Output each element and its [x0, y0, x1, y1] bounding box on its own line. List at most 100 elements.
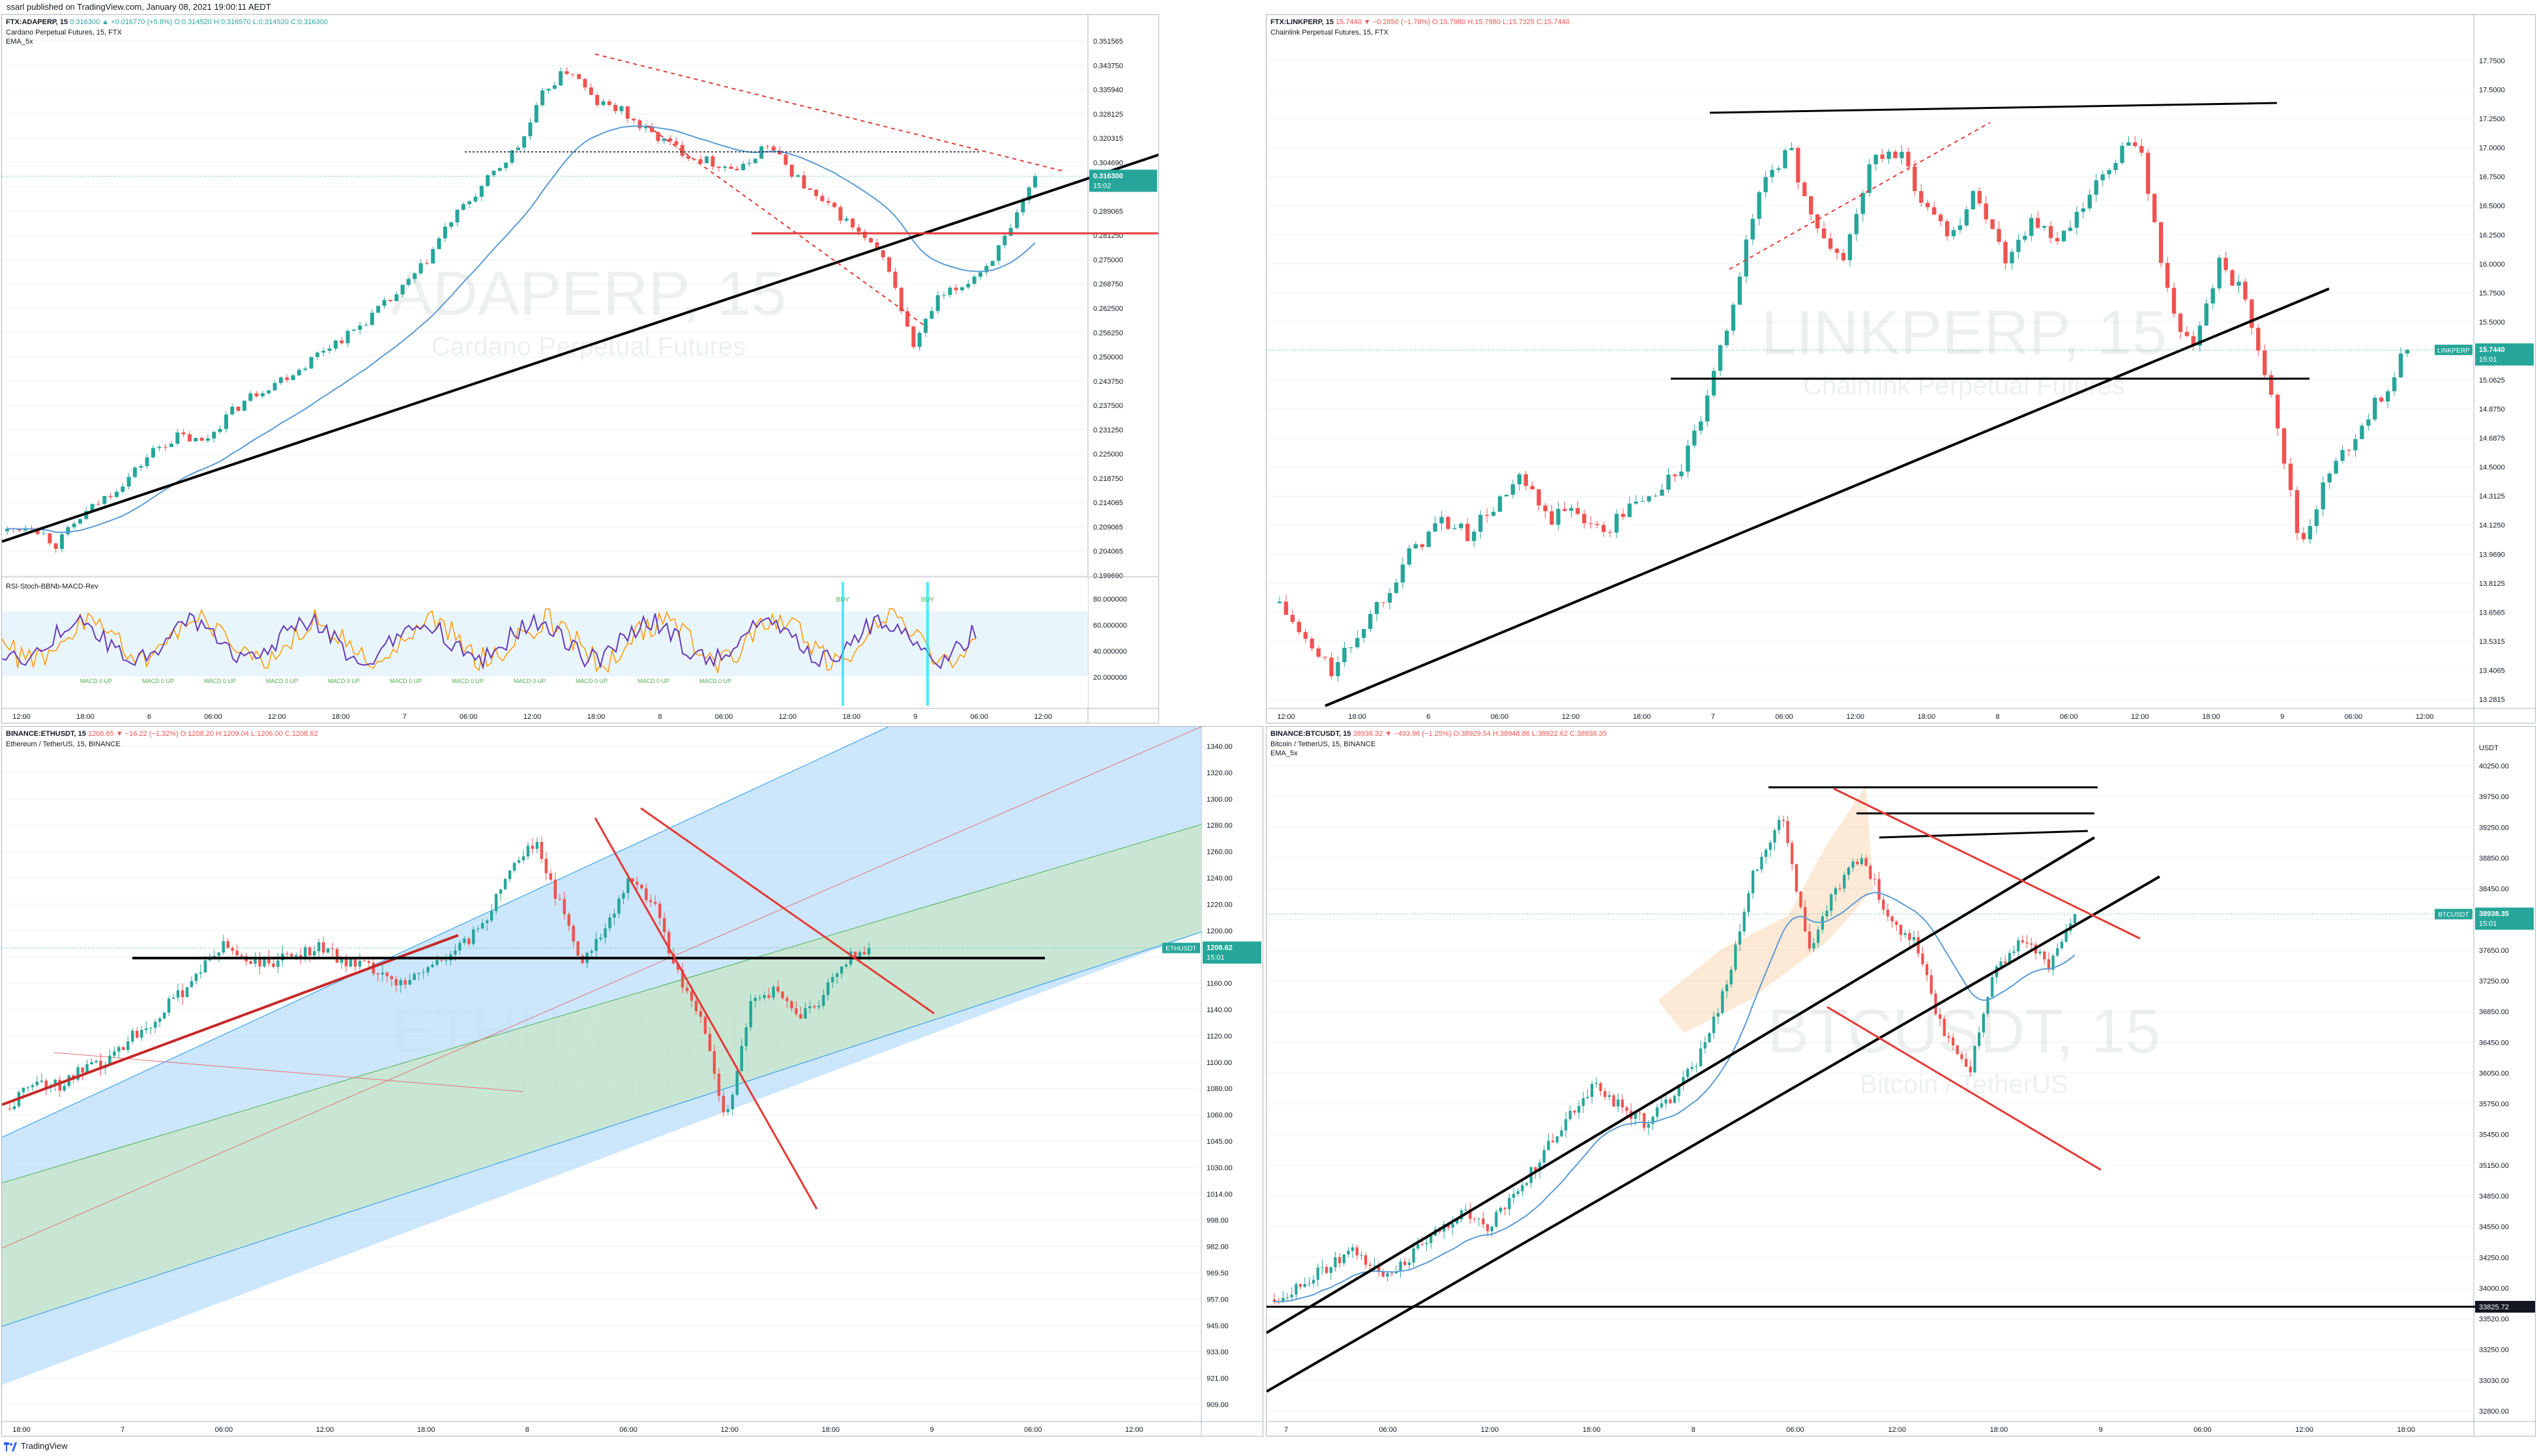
candle-body: [636, 881, 639, 885]
candle-body: [1821, 916, 1825, 930]
candle-body: [1856, 861, 1859, 864]
candle-body: [308, 947, 312, 955]
candle-body: [1744, 239, 1749, 277]
y-tick-label: 1280.00: [1207, 822, 1233, 830]
dashed-trend: [1729, 122, 1991, 270]
candle-body: [1984, 203, 1988, 220]
candle-body: [814, 190, 819, 196]
candle-body: [171, 997, 175, 999]
candle-body: [349, 957, 353, 967]
candle-body: [1971, 191, 1976, 210]
candle-body: [2250, 299, 2254, 328]
ohlc-values: 0.316300 ▲ +0.016770 (+5.6%) O:0.314520 …: [70, 18, 328, 26]
candle-body: [12, 1106, 16, 1109]
y-tick-label: 17.2500: [2479, 115, 2505, 123]
macd-label: MACD 0 UP: [80, 678, 112, 684]
candle-body: [1997, 229, 2001, 242]
candle-body: [1860, 192, 1866, 214]
candle-body: [1977, 191, 1982, 204]
candle-body: [1368, 614, 1373, 630]
candle-body: [1791, 843, 1794, 864]
x-tick-label: 6: [147, 713, 151, 721]
candle-body: [2327, 473, 2332, 483]
x-tick-label: 06:00: [2193, 1426, 2212, 1434]
price-chart[interactable]: 40250.00 39750.00 39250.00 38850.00 38450.00…: [1267, 727, 2536, 1436]
candle-body: [654, 902, 657, 904]
y-tick-label: 0.250000: [1093, 354, 1123, 362]
candle-body: [583, 79, 587, 88]
price-chart[interactable]: 17.7500 17.5000 17.2500 17.0000 16.7500 16.50…: [1267, 15, 2536, 723]
candle-body: [504, 162, 508, 168]
candle-body: [2073, 914, 2077, 924]
chart-panel-btcusdt[interactable]: BINANCE:BTCUSDT, 15 38938.32 ▼ −493.96 (…: [1266, 726, 2536, 1436]
macd-label: MACD 0 UP: [390, 678, 422, 684]
x-tick-label: 12:00: [1846, 713, 1864, 721]
candle-body: [1757, 192, 1761, 219]
candle-body: [1716, 1013, 1720, 1017]
candle-body: [2021, 940, 2025, 942]
candle-body: [1864, 858, 1868, 866]
ohlc-values: 1208.65 ▼ −16.22 (−1.32%) O:1208.20 H:12…: [87, 730, 318, 738]
x-tick-label: 18:00: [1348, 713, 1366, 721]
candle-body: [790, 1001, 793, 1009]
fan-line: [2, 824, 1202, 1184]
oscillator-title: RSI-Stoch-BBNb-MACD-Rev: [6, 583, 98, 590]
candle-body: [1562, 508, 1567, 511]
candle-body: [2047, 959, 2051, 970]
last-price-tag-bg: [1089, 169, 1157, 192]
candle-body: [490, 910, 493, 921]
candle-body: [1614, 514, 1619, 533]
candle-body: [126, 1041, 130, 1050]
candle-body: [540, 90, 545, 106]
channel-dashed: [647, 125, 928, 328]
candle-body: [1926, 203, 1930, 208]
y-tick-label: 39750.00: [2479, 793, 2509, 801]
candle-body: [76, 1067, 80, 1080]
resistance-line: [1709, 102, 2278, 114]
macd-label: MACD 0 UP: [204, 678, 236, 684]
y-tick-label: 15.5000: [2479, 319, 2505, 327]
candle-body: [440, 959, 443, 961]
candle-body: [1999, 961, 2002, 967]
watermark-symbol: LINKPERP, 15: [1761, 298, 2167, 368]
candle-body: [905, 311, 910, 327]
candle-body: [1594, 1083, 1598, 1085]
candle-body: [804, 1008, 807, 1019]
candle-body: [1459, 523, 1463, 529]
macd-label: MACD 0 UP: [638, 678, 669, 684]
chart-panel-ethusdt[interactable]: BINANCE:ETHUSDT, 15 1208.65 ▼ −16.22 (−1…: [1, 726, 1263, 1436]
chart-panel-adaperp[interactable]: FTX:ADAPERP, 15 0.316300 ▲ +0.016770 (+5…: [1, 14, 1159, 723]
candle-body: [290, 954, 293, 957]
candle-body: [744, 1027, 748, 1047]
candle-body: [1867, 164, 1871, 193]
chart-panel-linkperp[interactable]: FTX:LINKPERP, 15 15.7440 ▼ −0.2850 (−1.7…: [1266, 14, 2536, 723]
candle-body: [181, 990, 184, 998]
candle-body: [467, 939, 471, 944]
candle-body: [771, 146, 776, 151]
x-tick-label: 12:00: [268, 713, 286, 721]
candle-body: [546, 89, 551, 91]
candle-body: [1860, 858, 1864, 864]
candle-body: [1625, 1107, 1628, 1111]
candle-body: [1355, 637, 1360, 648]
candle-body: [813, 1006, 816, 1008]
candle-body: [1394, 582, 1399, 593]
candle-body: [1843, 875, 1846, 889]
candle-body: [1027, 187, 1031, 201]
candle-body: [735, 169, 739, 171]
candle-body: [1446, 517, 1450, 529]
symbol-info: BINANCE:BTCUSDT, 15 38938.32 ▼ −493.96 (…: [1270, 729, 1607, 738]
candle-body: [1008, 227, 1013, 236]
price-chart[interactable]: 0.351565 0.343750 0.335940 0.328125 0.320315…: [2, 15, 1159, 723]
candle-body: [1386, 1273, 1389, 1277]
price-chart[interactable]: 1340.00 1320.00 1300.00 1280.00 1260.00 1240.…: [2, 727, 1263, 1436]
candle-body: [526, 845, 530, 857]
candle-body: [144, 1028, 148, 1030]
candle-body: [1912, 937, 1916, 940]
candle-body: [517, 860, 521, 863]
candle-body: [1433, 523, 1437, 532]
candle-body: [1490, 1227, 1493, 1232]
candle-body: [830, 977, 834, 983]
candle-body: [2043, 951, 2046, 959]
candle-body: [187, 434, 192, 442]
